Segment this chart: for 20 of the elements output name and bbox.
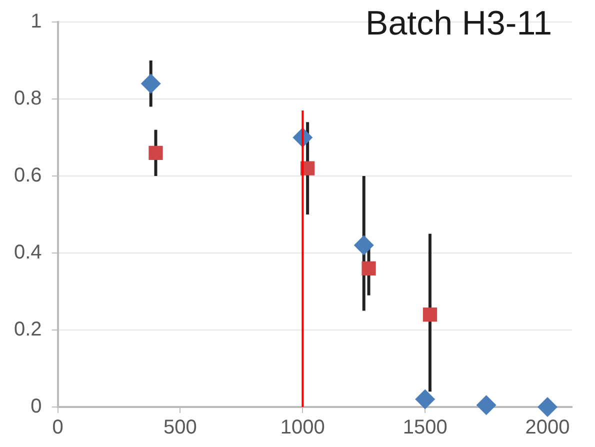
y-tick-label: 0.8 — [14, 88, 42, 110]
point — [148, 146, 163, 160]
chart-title: Batch H3-11 — [366, 4, 552, 42]
y-tick-label: 0.4 — [14, 242, 42, 264]
y-tick-label: 0.2 — [14, 318, 42, 341]
x-tick-label: 0 — [52, 416, 64, 439]
point — [538, 397, 558, 417]
y-tick-label: 0 — [30, 396, 42, 418]
x-tick-label: 500 — [164, 416, 197, 439]
point — [476, 395, 496, 416]
point — [422, 308, 438, 322]
x-tick-label: 1000 — [280, 416, 325, 439]
y-tick-label: 0.6 — [14, 164, 42, 187]
y-tick-label: 1 — [30, 10, 42, 33]
point — [362, 261, 376, 276]
x-tick-label: 2000 — [525, 416, 570, 439]
point — [415, 389, 436, 410]
x-tick-label: 1500 — [402, 416, 448, 439]
point — [140, 74, 161, 94]
point — [354, 235, 374, 256]
